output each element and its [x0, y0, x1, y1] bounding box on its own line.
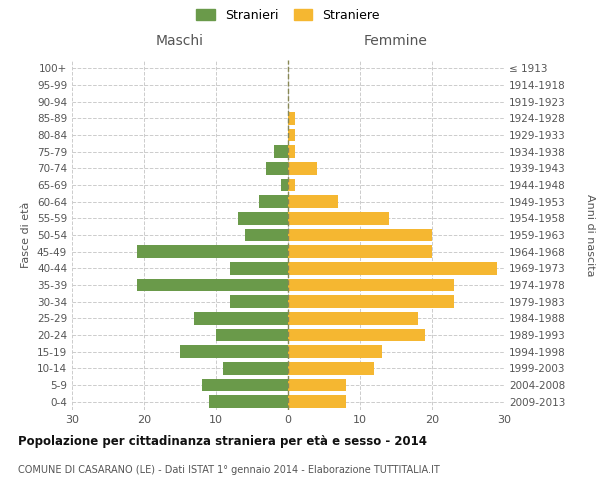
Bar [202, 379, 288, 391]
Bar [288, 179, 295, 192]
Bar [288, 212, 389, 224]
Bar [288, 196, 338, 208]
Text: COMUNE DI CASARANO (LE) - Dati ISTAT 1° gennaio 2014 - Elaborazione TUTTITALIA.I: COMUNE DI CASARANO (LE) - Dati ISTAT 1° … [18, 465, 440, 475]
Bar [238, 212, 288, 224]
Bar [245, 229, 288, 241]
Bar [288, 229, 432, 241]
Bar [288, 129, 295, 141]
Legend: Stranieri, Straniere: Stranieri, Straniere [196, 8, 380, 22]
Bar [288, 146, 295, 158]
Text: Femmine: Femmine [364, 34, 428, 48]
Bar [216, 329, 288, 341]
Bar [137, 246, 288, 258]
Bar [223, 362, 288, 374]
Bar [266, 162, 288, 174]
Text: Popolazione per cittadinanza straniera per età e sesso - 2014: Popolazione per cittadinanza straniera p… [18, 435, 427, 448]
Bar [288, 262, 497, 274]
Bar [288, 312, 418, 324]
Bar [288, 246, 432, 258]
Y-axis label: Fasce di età: Fasce di età [22, 202, 31, 268]
Text: Maschi: Maschi [156, 34, 204, 48]
Bar [288, 379, 346, 391]
Bar [230, 262, 288, 274]
Bar [180, 346, 288, 358]
Bar [194, 312, 288, 324]
Bar [288, 279, 454, 291]
Bar [288, 329, 425, 341]
Bar [230, 296, 288, 308]
Bar [274, 146, 288, 158]
Bar [288, 162, 317, 174]
Bar [288, 296, 454, 308]
Y-axis label: Anni di nascita: Anni di nascita [585, 194, 595, 276]
Bar [137, 279, 288, 291]
Bar [288, 112, 295, 124]
Bar [209, 396, 288, 408]
Bar [288, 396, 346, 408]
Bar [288, 346, 382, 358]
Bar [259, 196, 288, 208]
Bar [288, 362, 374, 374]
Bar [281, 179, 288, 192]
